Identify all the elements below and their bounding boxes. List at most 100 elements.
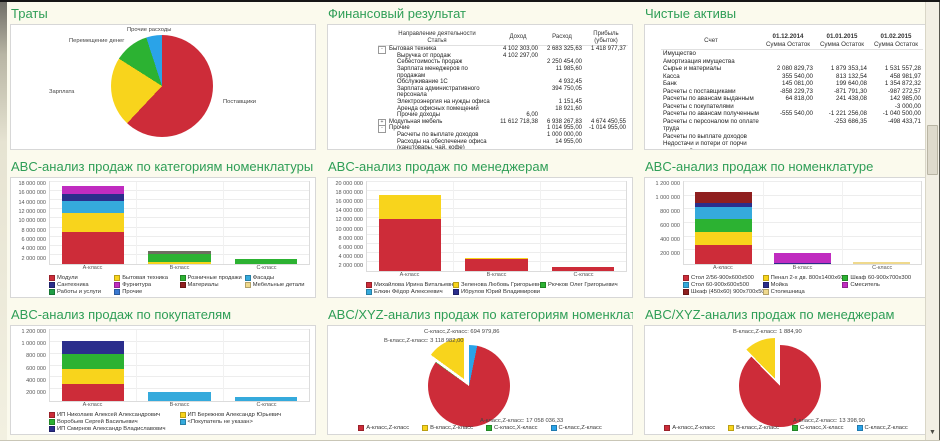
expense-cell: 1 000 000,00 [546,131,582,138]
stacked-bar [62,182,125,264]
legend-swatch [358,425,365,431]
expense-cell: 18 921,60 [555,105,582,112]
column-header: Доход [496,30,540,47]
value-cell [815,58,869,66]
legend-item: Модули [49,275,114,281]
bar-chart-plot: 200 000 400 000 600 000 800 000 1 000 000 1 2… [15,329,310,402]
axis-tick-label: 1 000 000 [655,195,680,201]
bar-chart-plot: 2 000 000 4 000 000 6 000 000 8 000 000 10 0… [332,181,627,272]
pie-label: Перемещение денег [69,38,125,44]
value-cell [815,140,869,149]
axis-tick-label: 6 000 000 [21,237,46,244]
legend-label: А-класс,Z-класс [672,425,716,431]
panel-title-abc-nomenclature[interactable]: ABC-анализ продаж по номенклатуре [645,159,874,174]
legend-label: ИП Бережнов Александр Юрьевич [187,412,282,418]
legend-label: Модули [57,275,78,281]
table-row: Сырье и материалы 2 080 829,73 1 879 353,1… [661,65,923,73]
gridline [367,234,626,236]
panel-title-abcxyz-categories[interactable]: ABC/XYZ-анализ продаж по категориям номе… [328,307,633,322]
table-row: Имущество [661,50,923,58]
column-header: Направление деятельности Статья [378,30,496,47]
table-row: Электроэнергия на нужды офиса 1 151,45 [378,99,628,106]
legend-swatch [114,275,121,281]
panel-title-financial-result[interactable]: Финансовый результат [328,6,466,21]
axis-tick-label: 12 000 000 [18,209,46,216]
legend-item: Фурнитура [114,282,179,288]
scrollbar-thumb[interactable] [927,125,938,175]
legend-swatch [486,425,492,431]
legend-label: Зеленова Любовь Григорьевна [461,282,540,288]
vertical-scrollbar[interactable]: ▼ [925,2,939,440]
bar-segment [62,212,125,233]
legend-label: С-класс,X-класс [494,425,538,431]
legend-item: ИП Смирнов Александр Владиславович [49,426,180,432]
legend-swatch [453,289,459,295]
column-date: 01.01.2015 [826,33,858,40]
gridline [453,182,455,271]
stacked-bar [695,182,752,264]
profit-cell: 4 674 450,55 [590,118,626,125]
legend-label: <Покупатель не указан> [187,419,253,425]
stacked-bar [234,182,297,264]
value-cell: -498 433,71 [887,117,921,125]
legend-label: Смеситель [850,282,880,288]
value-cell: 1 531 557,28 [884,65,921,72]
panel-title-spending[interactable]: Траты [11,6,48,21]
row-label-cell: Касса [663,72,680,80]
legend-swatch [550,425,557,431]
bar-segment [465,257,528,260]
legend-item: С-класс,Z-класс [856,425,908,431]
gridline [136,182,138,264]
y-axis: 200 000 400 000 600 000 800 000 1 000 000 1 2… [15,329,49,402]
profit-cell [584,106,628,113]
legend-swatch [856,425,863,431]
axis-tick-label: 8 000 000 [21,227,46,234]
plot-area [49,329,310,402]
bar-segment [853,261,910,264]
panel-title-abcxyz-managers[interactable]: ABC/XYZ-анализ продаж по менеджерам [645,307,895,322]
expense-cell: 11 985,60 [555,65,582,72]
bar-segment [465,259,528,271]
bar-segment [148,253,211,263]
panel-abcxyz-categories: ABC/XYZ-анализ продаж по категориям номе… [327,307,633,435]
legend-label: Прочие [122,289,143,295]
value-cell: 355 540,00 [782,72,813,80]
legend-label: Рючков Олег Григорьевич [548,282,618,288]
table-row: Аренда офисных помещений 18 921,60 [378,106,628,113]
abcxyz-managers-pie-card: В-класс,Z-класс: 1 884,90 А-класс,Z-класс… [644,325,928,435]
legend-label: ИП Смирнов Александр Владиславович [57,426,166,432]
legend-item: Мойка [762,282,843,288]
profit-cell [584,99,628,106]
income-cell [496,125,540,132]
axis-tick-label: 8 000 000 [338,235,363,242]
legend-item: Столешница [762,289,843,295]
panel-abc-categories: ABC-анализ продаж по категориям номенкла… [10,159,316,298]
chart-legend: А-класс,Z-класс В-класс,Z-класс С-класс,X-… [328,425,632,431]
gridline [222,330,224,401]
legend-swatch [453,282,459,288]
panel-title-abc-managers[interactable]: ABC-анализ продаж по менеджерам [328,159,549,174]
legend-swatch [728,425,735,431]
panel-title-net-assets[interactable]: Чистые активы [645,6,737,21]
row-label-cell: Банк [663,80,677,87]
gridline [50,217,309,219]
panel-title-abc-categories[interactable]: ABC-анализ продаж по категориям номенкла… [11,159,314,174]
income-cell: 6,00 [526,112,538,119]
gridline [50,329,309,330]
expand-toggle[interactable]: - [378,46,386,55]
value-cell [815,103,869,111]
row-label-cell: - Бытовая техника [378,46,496,55]
expand-toggle[interactable]: - [378,125,386,134]
legend-label: ИП Николаев Алексей Александрович [57,412,161,418]
value-cell: -555 540,00 [779,110,813,117]
gridline [50,364,309,366]
scrollbar-down-arrow[interactable]: ▼ [929,429,936,436]
panel-title-abc-buyers[interactable]: ABC-анализ продаж по покупателям [11,307,232,322]
gridline [50,226,309,228]
legend-item: Мебельные детали [244,282,310,288]
legend-label: Шкаф 60-900х700х300 [850,275,912,281]
pie-label: Прочие расходы [127,27,172,33]
spending-pie-card: Прочие расходы Перемещение денег Зарплата П… [10,24,316,150]
gridline [684,222,921,223]
pie-label: В-класс,Z-класс: 1 884,90 [733,329,802,335]
